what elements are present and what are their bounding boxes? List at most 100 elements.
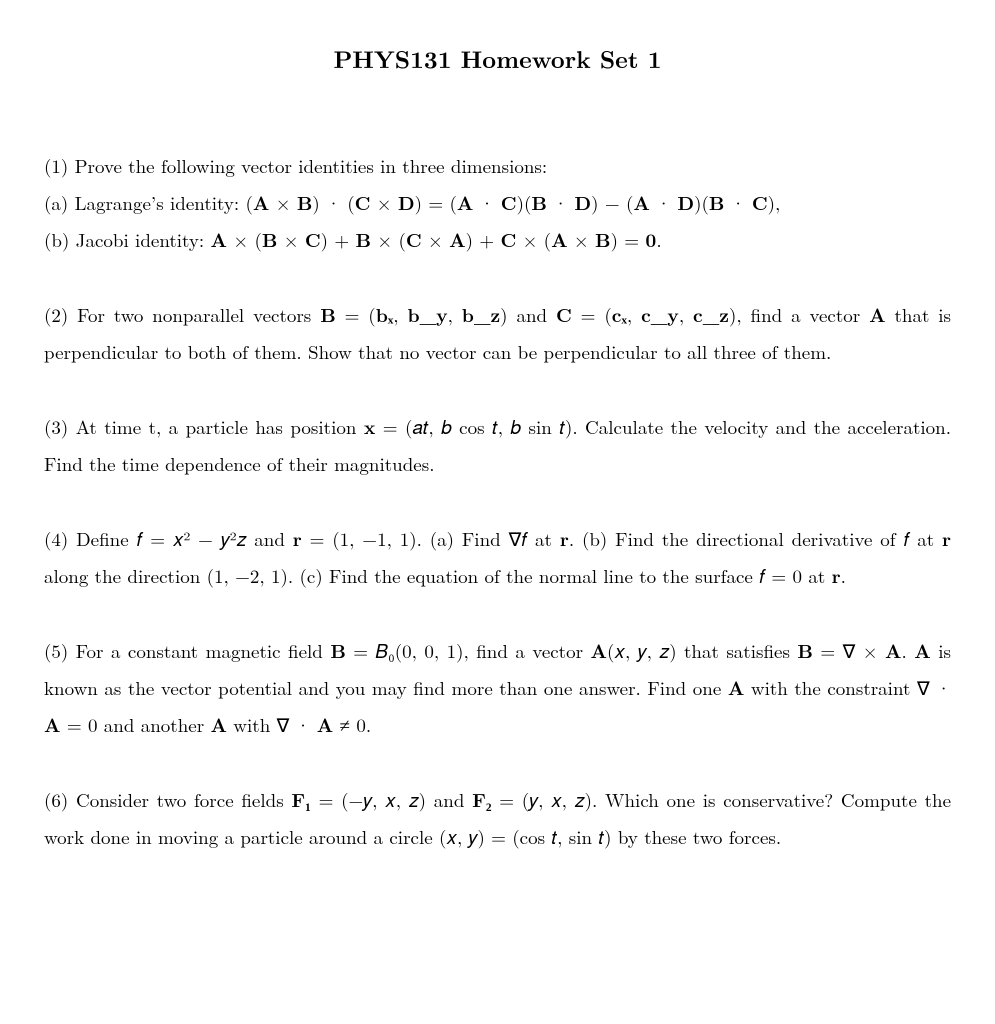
text: = ∇ × (813, 637, 885, 664)
vec-B: B (356, 225, 372, 253)
text: , (679, 301, 693, 328)
text: × (269, 189, 296, 216)
text: ) and (500, 301, 556, 328)
problem-1-intro: (1) Prove the following vector identitie… (44, 147, 951, 184)
text: with the constraint ∇ · (744, 674, 951, 701)
text: = ( (572, 301, 612, 328)
vec-A: A (210, 710, 227, 738)
vec-C: C (406, 225, 422, 253)
vec-B: B (797, 636, 813, 664)
vec-r: r (942, 524, 951, 552)
vec-F2: F₂ (472, 785, 491, 813)
text: )( (694, 189, 709, 216)
problem-1a: (a) Lagrange’s identity: (A × B) · (C × … (44, 184, 951, 221)
text: , (393, 301, 407, 328)
problem-2: (2) For two nonparallel vectors B = (bₓ,… (44, 296, 951, 370)
vec-A: A (590, 636, 607, 664)
vec-A: A (869, 300, 886, 328)
vec-A: A (449, 225, 466, 253)
text: = 𝐵₀(0, 0, 1), find a vector (346, 637, 591, 664)
problem-2-text: (2) For two nonparallel vectors B = (bₓ,… (44, 296, 951, 370)
problem-4-text: (4) Define 𝑓 = 𝑥² − 𝑦²𝑧 and r = (1, −1, … (44, 520, 951, 594)
vec-zero: 0 (645, 225, 656, 253)
text: × ( (371, 226, 406, 253)
problem-5: (5) For a constant magnetic field B = 𝐵₀… (44, 632, 951, 743)
vec-F1: F₁ (291, 785, 310, 813)
vec-B: B (330, 636, 346, 664)
text: , (448, 301, 462, 328)
vec-B: B (320, 300, 336, 328)
vec-C: C (752, 188, 768, 216)
vec-A: A (457, 188, 474, 216)
vec-r: r (560, 524, 569, 552)
vec-C: C (305, 225, 321, 253)
vec-B: B (297, 188, 313, 216)
vec-B: B (531, 188, 547, 216)
vec-A: A (317, 710, 334, 738)
vec-r: r (832, 561, 841, 589)
text: , (627, 301, 641, 328)
text: ) · ( (312, 189, 354, 216)
text: . (902, 637, 915, 664)
comp-bx: bₓ (376, 300, 394, 328)
text: · (724, 189, 751, 216)
text: ) = ( (415, 189, 457, 216)
text: . (b) Find the directional derivative of… (569, 525, 942, 552)
text: ), find a vector (729, 301, 869, 328)
text: ) + (321, 226, 356, 253)
comp-bz: b_z (462, 300, 500, 328)
text: . (656, 226, 661, 253)
vec-C: C (355, 188, 371, 216)
text: (4) Define 𝑓 = 𝑥² − 𝑦²𝑧 and (44, 525, 293, 552)
vec-D: D (677, 188, 694, 216)
vec-A: A (728, 673, 745, 701)
text: (𝑥, 𝑦, 𝑧) that satisfies (607, 637, 797, 664)
problem-5-text: (5) For a constant magnetic field B = 𝐵₀… (44, 632, 951, 743)
text: . (841, 562, 846, 589)
vec-r: r (293, 524, 302, 552)
comp-cy: c_y (641, 300, 679, 328)
text: (2) For two nonparallel vectors (44, 301, 320, 328)
vec-D: D (574, 188, 591, 216)
vec-C: C (556, 300, 572, 328)
vec-A: A (551, 225, 568, 253)
problem-3: (3) At time t, a particle has position x… (44, 408, 951, 482)
text: · (547, 189, 574, 216)
vec-C: C (500, 225, 516, 253)
vec-A: A (885, 636, 902, 664)
text: · (650, 189, 677, 216)
text: ) − ( (591, 189, 633, 216)
problem-1: (1) Prove the following vector identitie… (44, 147, 951, 258)
text: = ( (336, 301, 376, 328)
vec-B: B (262, 225, 278, 253)
vec-A: A (211, 225, 228, 253)
comp-by: b_y (407, 300, 447, 328)
text: ) = (611, 226, 646, 253)
text: × (568, 226, 595, 253)
problem-6: (6) Consider two force fields F₁ = (−𝑦, … (44, 781, 951, 855)
problem-6-text: (6) Consider two force fields F₁ = (−𝑦, … (44, 781, 951, 855)
vec-B: B (595, 225, 611, 253)
vec-A: A (914, 636, 931, 664)
text: × (370, 189, 397, 216)
text: (3) At time t, a particle has position (44, 413, 364, 440)
vec-x: x (364, 412, 376, 440)
problem-1b: (b) Jacobi identity: A × (B × C) + B × (… (44, 221, 951, 258)
text: (b) Jacobi identity: (44, 226, 211, 253)
comp-cx: cₓ (612, 300, 627, 328)
page-title: PHYS131 Homework Set 1 (44, 36, 951, 83)
text: = (1, −1, 1). (a) Find ∇𝑓 at (302, 525, 560, 552)
text: (6) Consider two force fields (44, 786, 291, 813)
text: ), (768, 189, 781, 216)
problem-4: (4) Define 𝑓 = 𝑥² − 𝑦²𝑧 and r = (1, −1, … (44, 520, 951, 594)
text: ≠ 0. (333, 711, 371, 738)
vec-A: A (44, 710, 61, 738)
text: ) + (466, 226, 501, 253)
text: = (−𝑦, 𝑥, 𝑧) and (311, 786, 472, 813)
vec-A: A (253, 188, 270, 216)
vec-C: C (501, 188, 517, 216)
vec-A: A (633, 188, 650, 216)
text: × ( (516, 226, 551, 253)
text: × (422, 226, 449, 253)
vec-D: D (398, 188, 415, 216)
